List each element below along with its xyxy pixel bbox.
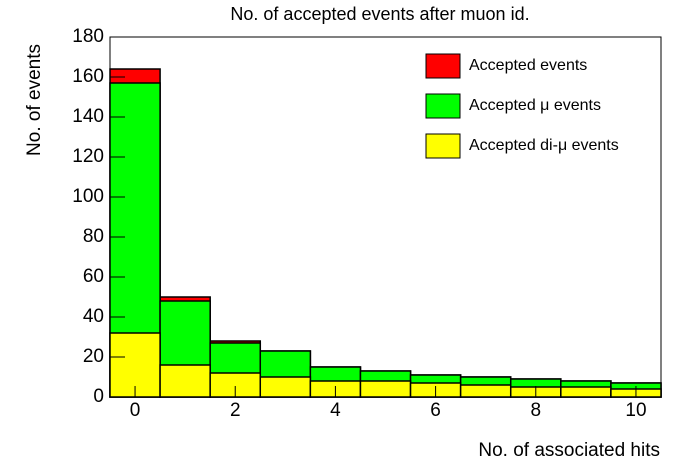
bar bbox=[560, 386, 612, 398]
plot-frame bbox=[109, 36, 662, 398]
legend-swatch bbox=[425, 93, 461, 119]
y-tick-label: 100 bbox=[72, 186, 104, 207]
bar bbox=[359, 380, 412, 398]
bar bbox=[459, 384, 512, 398]
chart-title: No. of accepted events after muon id. bbox=[230, 4, 529, 24]
x-tick-label: 6 bbox=[430, 400, 441, 421]
legend-swatch bbox=[425, 133, 461, 159]
y-tick-label: 20 bbox=[83, 346, 104, 367]
y-tick-label: 160 bbox=[72, 66, 104, 87]
y-axis-label: No. of events bbox=[24, 44, 45, 156]
x-tick-label: 10 bbox=[625, 400, 646, 421]
bar bbox=[159, 364, 211, 398]
legend-label: Accepted di-μ events bbox=[469, 137, 619, 154]
legend-label: Accepted μ events bbox=[469, 97, 601, 114]
y-tick-label: 0 bbox=[93, 386, 104, 407]
y-tick-label: 120 bbox=[72, 146, 104, 167]
legend-label: Accepted events bbox=[469, 57, 587, 74]
y-tick-label: 60 bbox=[83, 266, 104, 287]
y-tick-label: 140 bbox=[72, 106, 104, 127]
x-axis-label: No. of associated hits bbox=[478, 440, 660, 461]
y-tick-label: 180 bbox=[72, 26, 104, 47]
bar bbox=[259, 376, 312, 398]
x-tick-label: 2 bbox=[230, 400, 241, 421]
x-tick-label: 8 bbox=[530, 400, 541, 421]
y-tick-label: 80 bbox=[83, 226, 104, 247]
x-tick-label: 4 bbox=[330, 400, 341, 421]
legend-swatch bbox=[425, 53, 461, 79]
y-tick-label: 40 bbox=[83, 306, 104, 327]
x-tick-label: 0 bbox=[130, 400, 141, 421]
